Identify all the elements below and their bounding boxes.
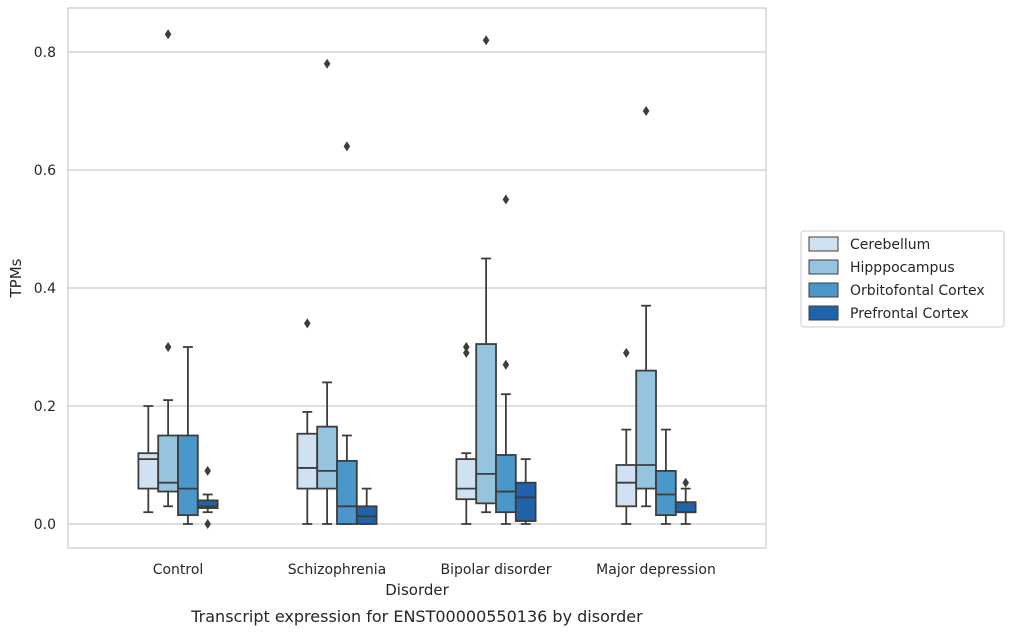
- box-body: [196, 499, 219, 509]
- x-tick-label: Schizophrenia: [288, 562, 386, 578]
- box-1-1: [316, 58, 338, 525]
- outlier-point: [204, 465, 211, 476]
- outlier-point: [502, 359, 510, 370]
- box-body: [455, 458, 478, 501]
- x-tick-label: Bipolar disorder: [440, 562, 551, 578]
- box-0-0: [137, 405, 160, 514]
- outlier-point: [164, 342, 172, 352]
- box-3-1: [355, 487, 378, 525]
- box-0-1: [296, 318, 319, 525]
- box-1-0: [157, 29, 179, 508]
- box-body: [316, 425, 338, 490]
- box-body: [514, 481, 537, 522]
- legend-label: Prefrontal Cortex: [850, 306, 969, 322]
- outlier-point: [642, 106, 650, 116]
- box-body: [655, 469, 677, 517]
- box-body: [475, 343, 497, 505]
- outlier-point: [323, 58, 331, 69]
- x-axis-label: Disorder: [385, 581, 449, 599]
- box-body: [615, 464, 638, 508]
- y-axis: 0.0 0.2 0.4 0.6 0.8: [34, 45, 56, 533]
- legend-frame: [800, 230, 1005, 328]
- legend: Cerebellum Hipppocampus Orbitofontal Corte…: [800, 230, 1005, 328]
- legend-swatch: [808, 282, 839, 298]
- box-0-2: [455, 342, 478, 525]
- outlier-point: [343, 141, 351, 152]
- legend-label: Orbitofontal Cortex: [850, 283, 985, 299]
- y-tick-label: 0.4: [34, 281, 56, 297]
- box-body: [336, 459, 358, 525]
- legend-swatch: [808, 305, 839, 321]
- outlier-point: [682, 477, 689, 488]
- box-body: [674, 501, 697, 514]
- box-body: [177, 434, 199, 517]
- outlier-point: [463, 342, 470, 352]
- outlier-point: [482, 35, 490, 46]
- y-axis-label: TPMs: [7, 258, 25, 298]
- box-3-3: [674, 477, 697, 525]
- x-tick-label: Major depression: [596, 562, 716, 578]
- x-tick-label: Control: [153, 562, 204, 578]
- y-tick-label: 0.0: [34, 517, 56, 533]
- box-body: [355, 505, 378, 525]
- y-tick-label: 0.6: [34, 163, 56, 179]
- x-axis: Control Schizophrenia Bipolar disorder Majo…: [153, 562, 716, 578]
- outlier-point: [502, 194, 510, 205]
- box-2-3: [655, 428, 677, 525]
- legend-label: Hipppocampus: [850, 260, 955, 276]
- outlier-point: [164, 29, 172, 40]
- box-body: [296, 432, 319, 490]
- outlier-point: [204, 519, 211, 529]
- box-1-2: [475, 35, 497, 514]
- box-3-2: [514, 458, 537, 525]
- legend-swatch: [808, 236, 839, 252]
- box-1-3: [635, 106, 657, 508]
- chart-caption: Transcript expression for ENST0000055013…: [190, 607, 643, 626]
- box-body: [635, 369, 657, 490]
- y-tick-label: 0.8: [34, 45, 56, 61]
- outlier-point: [463, 347, 470, 358]
- box-body: [495, 454, 517, 514]
- box-2-1: [336, 141, 358, 525]
- legend-label: Cerebellum: [850, 237, 930, 253]
- outlier-point: [304, 318, 311, 329]
- plot-frame: [67, 7, 767, 549]
- y-tick-label: 0.2: [34, 399, 56, 415]
- box-2-0: [177, 346, 199, 525]
- box-groups: [137, 29, 697, 529]
- outlier-point: [623, 347, 630, 358]
- box-3-0: [196, 465, 219, 529]
- legend-swatch: [808, 259, 839, 275]
